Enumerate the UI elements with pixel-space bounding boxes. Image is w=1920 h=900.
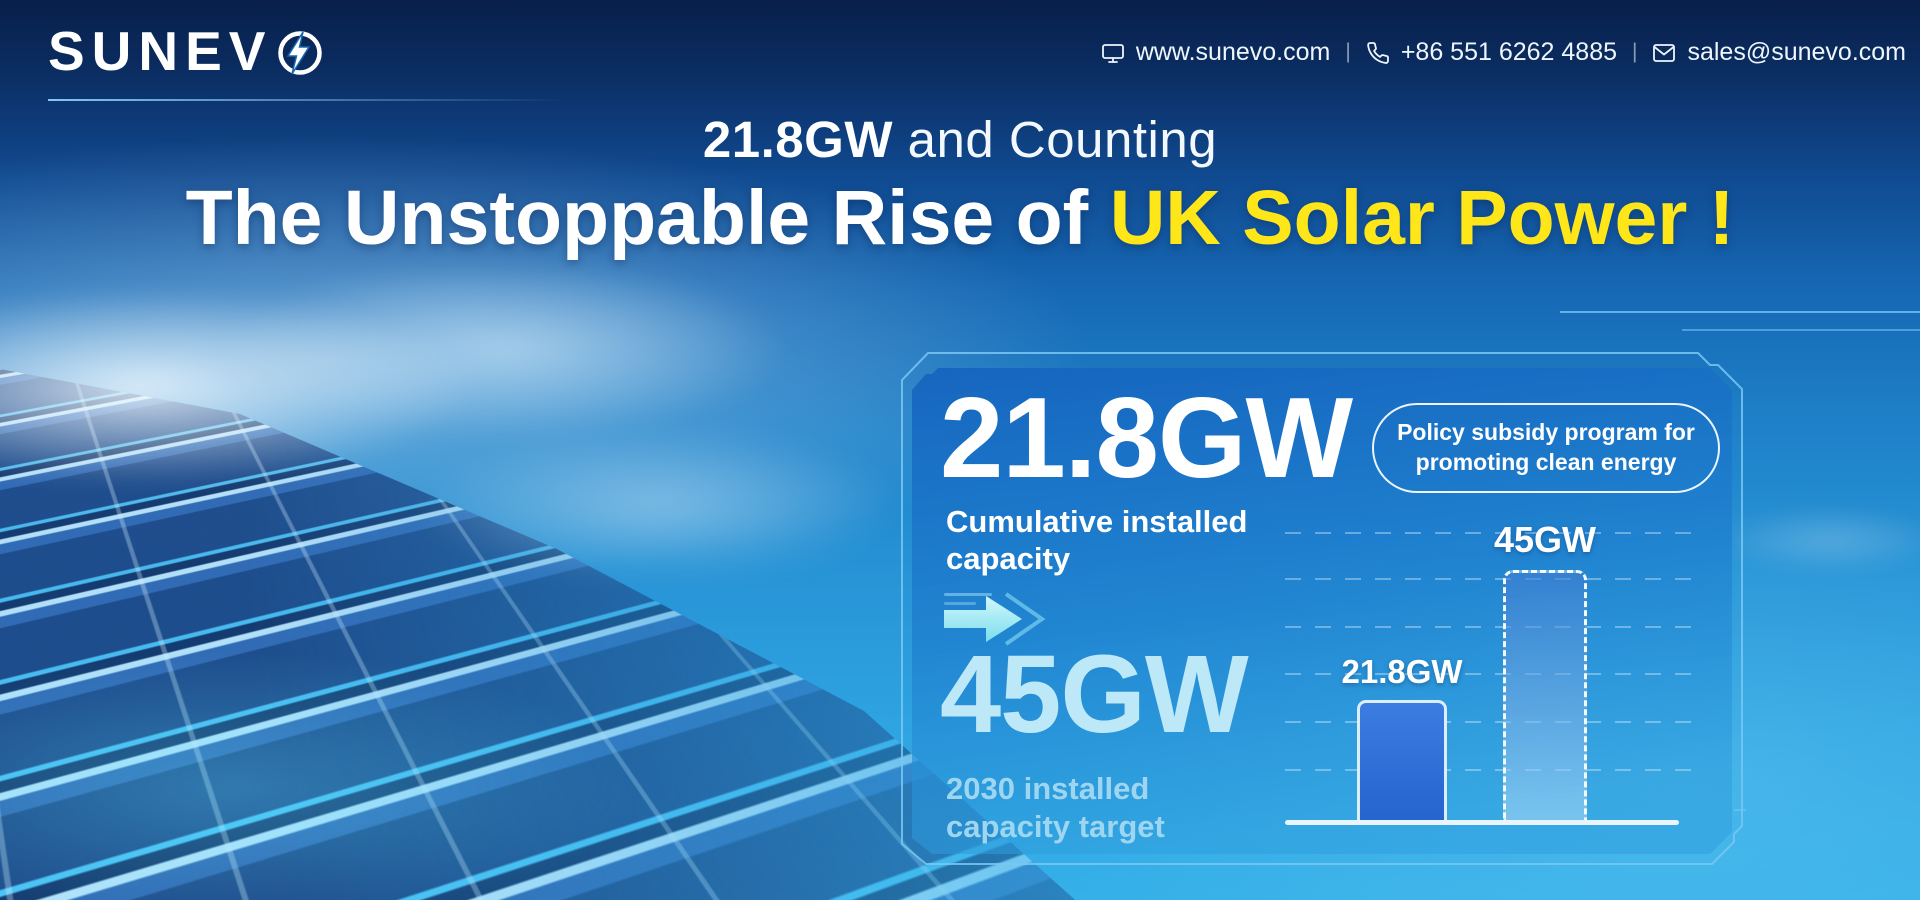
logo-text: SUNEV (48, 20, 273, 82)
cloud-mist-2 (380, 420, 1000, 590)
cyan-glow (0, 540, 860, 900)
capacity-bar-chart: 21.8GW 45GW (1280, 519, 1720, 830)
logo-underline (48, 99, 568, 101)
decorative-line (1682, 329, 1920, 331)
separator: | (1345, 39, 1351, 63)
policy-pill-line2: promoting clean energy (1415, 448, 1677, 475)
current-capacity-label: Cumulative installed capacity (946, 504, 1248, 577)
contact-bar: www.sunevo.com | +86 551 6262 4885 | sal… (1101, 38, 1906, 67)
gridline (1285, 769, 1705, 771)
separator: | (1632, 39, 1638, 63)
cloud-mist (0, 248, 890, 488)
bar-group-target: 45GW (1494, 519, 1596, 822)
current-capacity-value: 21.8GW (940, 375, 1353, 502)
gridline (1285, 721, 1705, 723)
monitor-icon (1101, 43, 1124, 63)
gridline (1285, 578, 1705, 580)
policy-pill: Policy subsidy program for promoting cle… (1372, 403, 1720, 493)
title-accent: UK Solar Power ! (1109, 175, 1735, 261)
logo: SUNEV (48, 24, 325, 79)
logo-bolt-o-icon (277, 30, 322, 75)
chart-baseline (1285, 820, 1679, 825)
email-address[interactable]: sales@sunevo.com (1687, 38, 1906, 66)
decorative-line (1560, 311, 1920, 313)
stats-card: 21.8GW Policy subsidy program for promot… (880, 340, 1780, 900)
phone-icon (1367, 41, 1389, 64)
kicker-text: and Counting (892, 111, 1218, 168)
title-white: The Unstoppable Rise of (185, 175, 1110, 261)
bar-current (1357, 700, 1447, 822)
website-link[interactable]: www.sunevo.com (1135, 38, 1331, 66)
arrow-right-icon (944, 592, 1046, 646)
kicker: 21.8GW and Counting (0, 110, 1920, 169)
policy-pill-line1: Policy subsidy program for (1397, 419, 1695, 445)
kicker-value: 21.8GW (702, 111, 893, 168)
cloud-streak (1700, 500, 1920, 580)
phone-item[interactable]: +86 551 6262 4885 (1366, 38, 1617, 67)
gridline (1285, 532, 1705, 534)
target-capacity-value: 45GW (940, 633, 1249, 756)
phone-number[interactable]: +86 551 6262 4885 (1400, 38, 1617, 66)
website-item[interactable]: www.sunevo.com (1101, 38, 1331, 67)
gridline (1285, 673, 1705, 675)
bar-group-current: 21.8GW (1341, 653, 1463, 822)
page-title: The Unstoppable Rise of UK Solar Power ! (0, 178, 1920, 259)
bar-target-projected (1503, 570, 1587, 822)
email-item[interactable]: sales@sunevo.com (1652, 38, 1906, 67)
mail-icon (1653, 43, 1676, 62)
bar-data-label: 21.8GW (1341, 653, 1463, 690)
gridline (1285, 626, 1705, 628)
bar-data-label: 45GW (1493, 519, 1597, 560)
target-capacity-label: 2030 installed capacity target (946, 771, 1165, 844)
